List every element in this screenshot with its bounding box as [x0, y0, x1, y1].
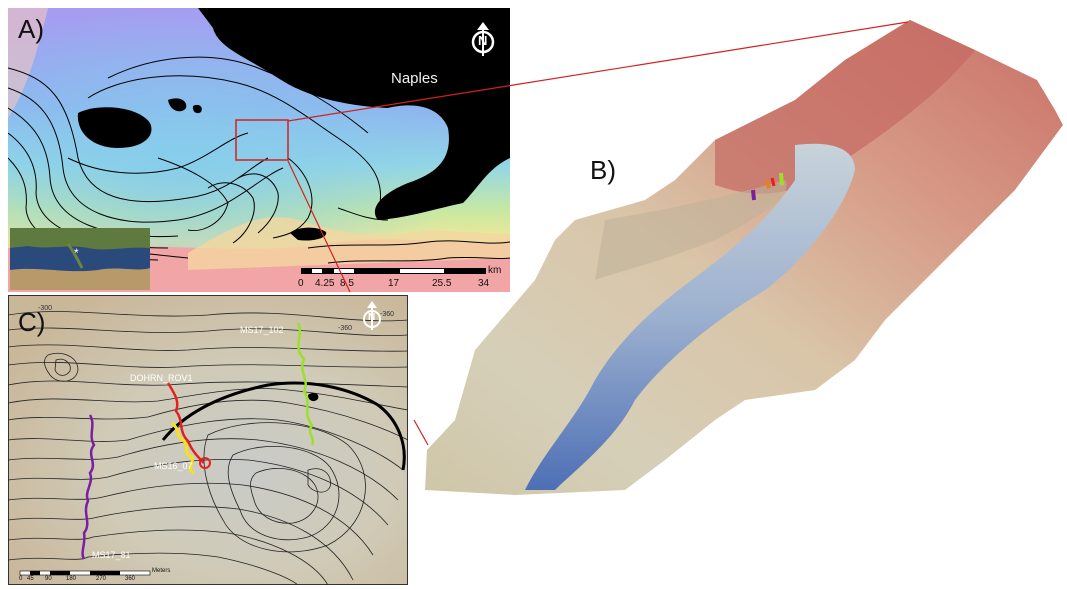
contour-label: -360: [380, 311, 395, 318]
track-ms17-81: [81, 414, 96, 560]
track-dohrn-rov1: [166, 382, 205, 464]
3d-bathymetry-render: [425, 20, 1063, 495]
panel-c-label: C): [18, 307, 46, 337]
label-dohrn-rov1: DOHRN_ROV1: [130, 373, 193, 383]
scale-bar-meters: [19, 570, 151, 576]
study-site-star-icon: *: [74, 246, 79, 260]
track-ms16-07: [170, 421, 195, 475]
track-ms17-102: [296, 322, 315, 446]
panel-b-label: B): [590, 155, 616, 185]
inset-box: [235, 119, 289, 161]
panel-c-dive-tracks-map: C) N MS17_102 DOHRN_ROV1 MS16_07 MS17_81…: [8, 295, 408, 585]
panel-b-3d-bathymetry: B): [415, 20, 1067, 500]
label-ms17-102: MS17_102: [240, 325, 284, 335]
mediterranean-inset-map: *: [10, 228, 150, 290]
panel-a-label: A): [18, 14, 44, 44]
label-ms17-81: MS17_81: [92, 550, 131, 560]
dive-tracks-contour-map: [8, 295, 408, 585]
north-arrow-icon: N: [360, 300, 384, 332]
contour-label: -300: [38, 305, 53, 312]
label-ms16-07: MS16_07: [154, 461, 193, 471]
contour-label: -360: [338, 325, 353, 332]
